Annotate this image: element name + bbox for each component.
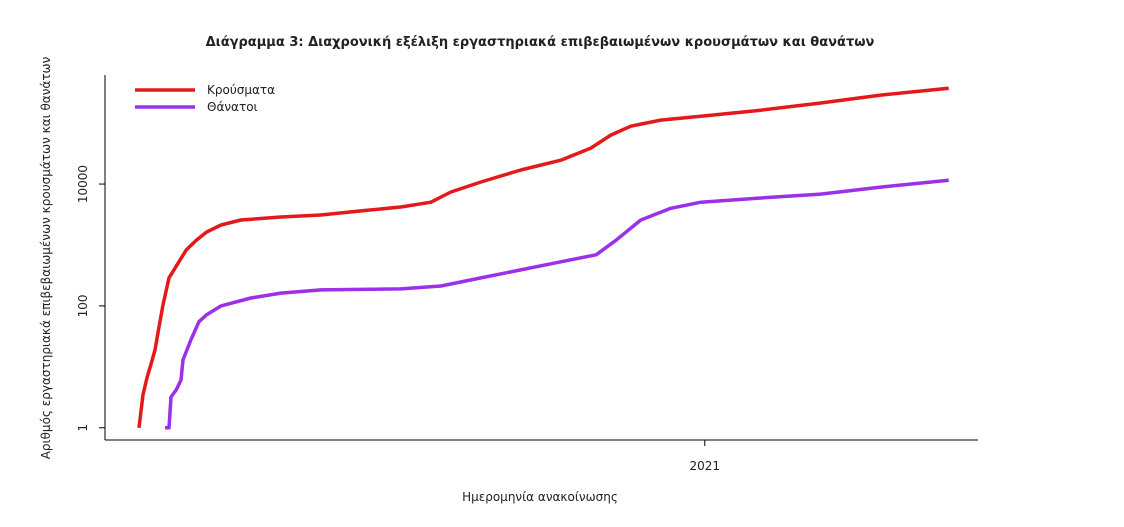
legend-label: Κρούσματα xyxy=(207,83,275,97)
chart-title: Διάγραμμα 3: Διαχρονική εξέλιξη εργαστηρ… xyxy=(206,35,875,50)
x-axis-label: Ημερομηνία ανακοίνωσης xyxy=(462,490,618,504)
series-line xyxy=(137,86,949,429)
series-line xyxy=(165,178,949,430)
y-axis-label: Αριθμός εργαστηριακά επιβεβαιωμένων κρου… xyxy=(39,56,53,459)
y-tick-label: 1 xyxy=(76,424,90,432)
x-tick-label: 2021 xyxy=(689,459,720,473)
legend-label: Θάνατοι xyxy=(207,100,258,114)
y-tick-label: 10000 xyxy=(76,165,90,203)
y-tick-label: 100 xyxy=(76,294,90,317)
